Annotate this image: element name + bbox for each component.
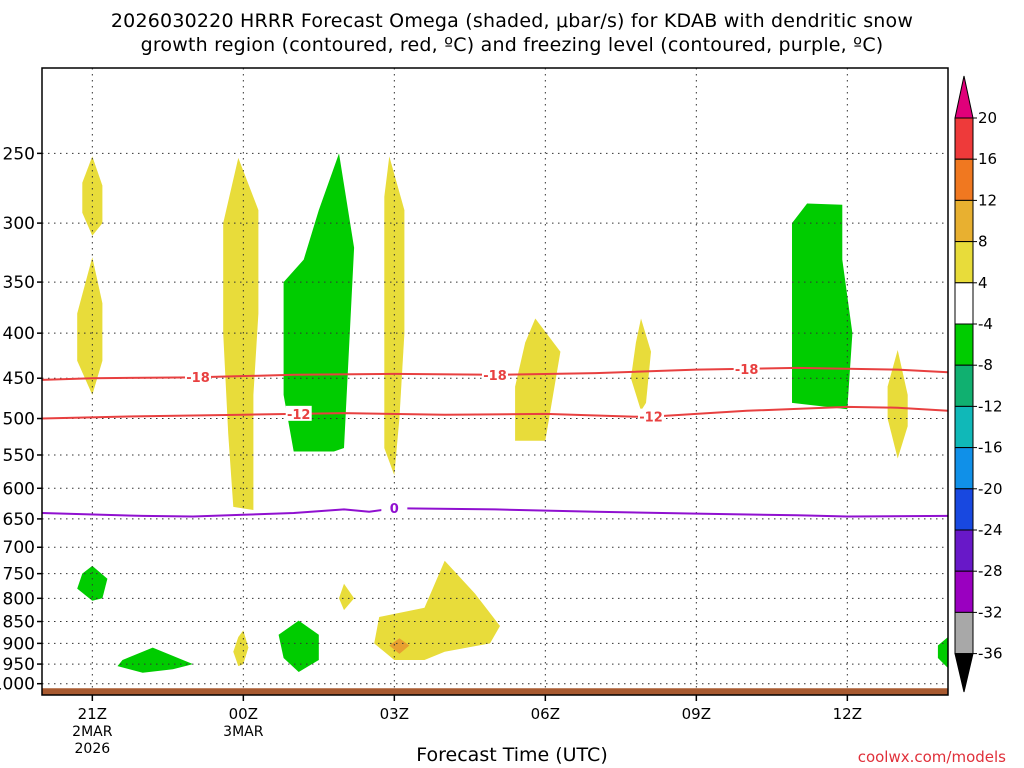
omega-region-9 <box>77 565 108 601</box>
y-axis: 2503003504004505005506006507007508008509… <box>0 144 42 695</box>
credit-link[interactable]: coolwx.com/models <box>857 748 1006 766</box>
y-tick-label-600: 600 <box>3 479 35 499</box>
x-tick-sublabel: 3MAR <box>223 724 264 740</box>
colorbar-segment-8 <box>954 405 974 449</box>
contour-label--12: -12 <box>287 408 311 423</box>
y-tick-label-900: 900 <box>3 634 35 654</box>
omega-region-2 <box>223 157 259 510</box>
contour-label--12: -12 <box>639 411 663 426</box>
omega-region-12 <box>278 620 319 672</box>
x-tick-label-03Z: 03Z <box>380 705 409 723</box>
colorbar-label--4: -4 <box>978 315 993 333</box>
colorbar-label--28: -28 <box>978 562 1003 580</box>
colorbar-segment-4 <box>954 241 974 284</box>
contour-label--18: -18 <box>186 371 210 386</box>
colorbar-label--12: -12 <box>978 397 1003 415</box>
colorbar-segment-3 <box>954 199 974 243</box>
omega-region-1 <box>77 257 103 395</box>
plot-frame <box>41 67 949 696</box>
contour-layer: -18 -18 -18 -12 -12 0 <box>41 360 949 518</box>
colorbar-segment-11 <box>954 529 974 572</box>
omega-region-0 <box>82 156 103 236</box>
y-tick-label-500: 500 <box>3 410 35 430</box>
colorbar-label--16: -16 <box>978 439 1003 457</box>
colorbar-label--8: -8 <box>978 356 993 374</box>
colorbar-label--36: -36 <box>978 645 1003 663</box>
x-tick-sublabel: 2MAR <box>72 724 113 740</box>
y-tick-label-550: 550 <box>3 446 35 466</box>
omega-region-13 <box>339 583 355 611</box>
x-tick-label-06Z: 06Z <box>531 705 560 723</box>
contour-label-0: 0 <box>390 502 399 517</box>
omega-region-11 <box>233 630 249 667</box>
x-tick-label-00Z: 00Z <box>229 705 258 723</box>
x-tick-label-12Z: 12Z <box>833 705 862 723</box>
ground-bar <box>42 688 948 695</box>
colorbar-segment-13 <box>954 611 974 655</box>
colorbar-bottom-arrow <box>954 653 974 693</box>
colorbar-label-20: 20 <box>978 109 997 127</box>
chart-title-line-1: 2026030220 HRRR Forecast Omega (shaded, … <box>110 10 914 32</box>
colorbar-label--24: -24 <box>978 521 1003 539</box>
omega-shaded-layer <box>77 153 948 673</box>
colorbar-label-12: 12 <box>978 191 997 209</box>
colorbar-label-16: 16 <box>978 150 997 168</box>
omega-region-16 <box>937 637 948 669</box>
omega-region-6 <box>630 318 651 411</box>
colorbar: 20 16 12 8 4 -4 -8 -12 -16 -20 -24 -28 -32 -36 <box>954 75 1003 693</box>
omega-region-8 <box>887 350 908 459</box>
y-tick-label-250: 250 <box>3 144 35 164</box>
contour-label--18: -18 <box>735 363 759 378</box>
x-tick-sublabel: 2026 <box>75 741 111 757</box>
colorbar-segment-12 <box>954 570 974 613</box>
colorbar-segment-10 <box>954 488 974 531</box>
y-tick-label-1000: 1000 <box>0 675 35 695</box>
colorbar-label--32: -32 <box>978 603 1003 621</box>
omega-region-4 <box>384 156 405 476</box>
omega-region-15 <box>389 638 410 654</box>
contour-label-bg <box>482 366 508 382</box>
chart-title-line-2: growth region (contoured, red, ºC) and f… <box>140 34 884 56</box>
contour-label--18: -18 <box>483 369 507 384</box>
colorbar-segment-9 <box>954 447 974 490</box>
y-tick-label-300: 300 <box>3 214 35 234</box>
contour-label-bg <box>733 360 760 376</box>
grid <box>42 68 948 695</box>
contour-label-bg <box>381 500 408 516</box>
contour-label-bg <box>638 408 665 424</box>
y-tick-label-850: 850 <box>3 613 35 633</box>
colorbar-label-4: 4 <box>978 274 988 292</box>
omega-region-5 <box>515 318 561 441</box>
y-tick-label-450: 450 <box>3 369 35 389</box>
y-tick-label-950: 950 <box>3 655 35 675</box>
y-tick-label-650: 650 <box>3 510 35 530</box>
y-tick-label-700: 700 <box>3 538 35 558</box>
omega-region-10 <box>117 647 193 673</box>
x-tick-label-09Z: 09Z <box>682 705 711 723</box>
colorbar-segment-5 <box>954 282 974 325</box>
colorbar-segment-7 <box>954 364 974 407</box>
omega-region-7 <box>792 203 853 410</box>
colorbar-label-8: 8 <box>978 233 988 251</box>
omega-region-14 <box>374 560 500 660</box>
x-tick-label-21Z: 21Z <box>78 705 107 723</box>
x-axis-label: Forecast Time (UTC) <box>416 744 608 766</box>
y-tick-label-400: 400 <box>3 324 35 344</box>
y-tick-label-800: 800 <box>3 589 35 609</box>
y-tick-label-350: 350 <box>3 273 35 293</box>
colorbar-segment-6 <box>954 323 974 366</box>
contour-label-bg <box>185 369 212 385</box>
contour--12 <box>41 405 949 420</box>
colorbar-label--20: -20 <box>978 480 1003 498</box>
omega-region-3 <box>283 153 355 452</box>
colorbar-segment-2 <box>954 158 974 201</box>
colorbar-segment-1 <box>954 117 974 160</box>
y-tick-label-750: 750 <box>3 565 35 585</box>
contour-label-bg <box>285 405 312 421</box>
